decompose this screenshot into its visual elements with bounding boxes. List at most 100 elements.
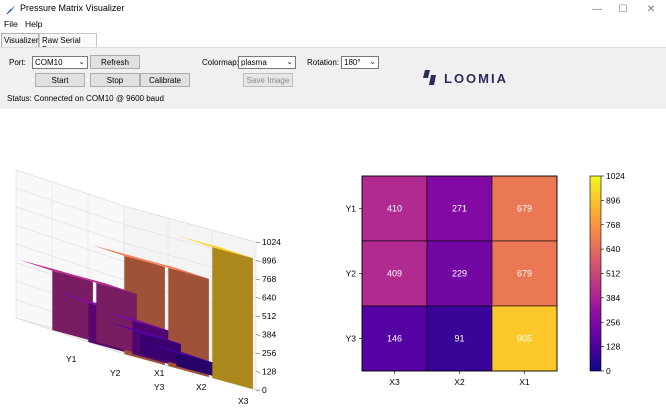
colorbar-tick-label: 640 <box>606 244 620 254</box>
bar3d-chart: 0 128 256 384 512 640 768 896 1024 X1 X2 X3 Y1 Y2 Y3 <box>15 169 281 406</box>
chevron-down-icon: ⌄ <box>369 57 376 66</box>
heatmap-y-tick-label: Y2 <box>346 269 357 279</box>
calibrate-button[interactable]: Calibrate <box>140 73 190 87</box>
bar3d-bar-side <box>176 352 217 378</box>
heatmap-cell-value: 679 <box>517 204 532 214</box>
bar3d-z-tick <box>255 297 261 299</box>
bar3d-y-tick-label: Y3 <box>154 382 165 392</box>
bar3d-z-tick-label: 384 <box>262 330 276 340</box>
heatmap-y-tick-label: Y3 <box>346 334 357 344</box>
bar3d-bar-top <box>99 309 173 332</box>
colorbar-tick-label: 896 <box>606 195 620 205</box>
plot-area: 0 128 256 384 512 640 768 896 1024 X1 X2 X3 Y1 Y2 Y3 4… <box>15 169 626 406</box>
bar3d-z-tick <box>255 352 261 355</box>
bar3d-bar-side <box>212 247 253 390</box>
chevron-down-icon: ⌄ <box>286 57 293 66</box>
bar3d-z-tick <box>255 315 261 318</box>
bar3d-z-tick <box>255 389 261 392</box>
maximize-button[interactable]: ☐ <box>618 3 628 15</box>
refresh-button[interactable]: Refresh <box>90 55 140 69</box>
colormap-label: Colormap: <box>202 58 239 67</box>
bar3d-y-tick-label: Y2 <box>110 368 121 378</box>
bar3d-z-tick <box>255 241 261 244</box>
heatmap-cell <box>491 305 558 372</box>
heatmap-x-tick-label: X3 <box>389 377 400 387</box>
minimize-button[interactable]: — <box>592 3 602 15</box>
colorbar-tick-label: 256 <box>606 317 620 327</box>
chevron-down-icon: ⌄ <box>78 57 85 66</box>
bar3d-bar-top <box>179 236 253 259</box>
start-button[interactable]: Start <box>35 73 85 87</box>
colorbar-tick-label: 768 <box>606 220 620 230</box>
heatmap-x-tick-label: X1 <box>519 377 530 387</box>
bar3d-x-tick-label: X3 <box>238 396 249 406</box>
bar3d-z-tick <box>255 334 261 336</box>
colorbar-tick-label: 0 <box>606 366 611 376</box>
port-select[interactable]: COM10 ⌄ <box>32 56 88 69</box>
heatmap-cell-value: 146 <box>387 334 402 344</box>
app-feather-icon <box>6 5 15 15</box>
bar3d-bar-top <box>107 321 181 344</box>
loomia-logo-text: LOOMIA <box>444 71 508 86</box>
rotation-value: 180° <box>344 58 361 67</box>
port-value: COM10 <box>35 58 63 67</box>
menu-file[interactable]: File <box>4 19 18 29</box>
window-title: Pressure Matrix Visualizer <box>20 3 125 13</box>
heatmap-chart: 410 271 679 409 229 679 146 91 905 Y1 Y2 Y3 X3 X2 X1 0 1… <box>346 171 626 387</box>
bar3d-z-tick-label: 128 <box>262 367 276 377</box>
heatmap-cell-value: 905 <box>517 334 532 344</box>
bar3d-z-tick <box>255 260 261 262</box>
colorbar-tick-label: 128 <box>606 342 620 352</box>
menu-help[interactable]: Help <box>25 19 43 29</box>
bar3d-bar-top <box>63 271 137 294</box>
heatmap-cell <box>361 305 428 372</box>
colorbar-tick-label: 1024 <box>606 171 625 181</box>
heatmap-cell <box>491 175 558 242</box>
rotation-select[interactable]: 180° ⌄ <box>341 56 379 69</box>
bar3d-bar-top <box>19 259 93 282</box>
colormap-value: plasma <box>241 58 267 67</box>
bar3d-z-tick-label: 1024 <box>262 237 281 247</box>
heatmap-cell-value: 410 <box>387 204 402 214</box>
bar3d-x-tick-label: X1 <box>154 368 165 378</box>
bar3d-bar-side <box>140 332 181 366</box>
heatmap-y-tick-label: Y1 <box>346 204 357 214</box>
colorbar-tick-label: 512 <box>606 269 620 279</box>
heatmap-cell <box>426 240 493 307</box>
close-button[interactable]: ✕ <box>646 3 656 15</box>
colorbar <box>589 175 602 372</box>
status-text: Connected on COM10 @ 9600 baud <box>34 94 164 103</box>
heatmap-cell-value: 229 <box>452 269 467 279</box>
bar3d-z-tick <box>255 278 261 281</box>
stop-button[interactable]: Stop <box>90 73 140 87</box>
bar3d-z-tick <box>255 371 261 373</box>
bar3d-z-tick-label: 512 <box>262 311 276 321</box>
colormap-select[interactable]: plasma ⌄ <box>238 56 296 69</box>
menu-bar: File Help <box>0 18 666 32</box>
heatmap-cell-value: 679 <box>517 269 532 279</box>
save-image-button[interactable]: Save Image <box>243 73 293 87</box>
heatmap-cell-value: 91 <box>454 334 464 344</box>
rotation-label: Rotation: <box>307 58 340 67</box>
bar3d-x-tick-label: X2 <box>196 382 207 392</box>
bar3d-bar-top <box>143 341 217 364</box>
tab-bar: Visualizer Raw Serial Data <box>0 33 666 54</box>
heatmap-cell <box>426 305 493 372</box>
tab-raw-serial-data[interactable]: Raw Serial Data <box>39 33 97 54</box>
heatmap-cell-value: 409 <box>387 269 402 279</box>
heatmap-cell <box>491 240 558 307</box>
port-label: Port: <box>9 58 26 67</box>
bar3d-z-tick-label: 640 <box>262 293 276 303</box>
bar3d-z-tick-label: 0 <box>262 385 267 395</box>
status-label: Status: <box>7 94 32 103</box>
colorbar-tick-label: 384 <box>606 293 620 303</box>
bar3d-z-tick-label: 896 <box>262 256 276 266</box>
bar3d-z-tick-label: 768 <box>262 274 276 284</box>
loomia-logo: LOOMIA <box>422 68 512 88</box>
title-bar: Pressure Matrix Visualizer — ☐ ✕ <box>0 0 666 18</box>
tab-visualizer[interactable]: Visualizer <box>1 33 39 47</box>
loomia-logo-mark <box>423 70 436 85</box>
heatmap-cell-value: 271 <box>452 204 467 214</box>
bar3d-bar-side <box>96 282 137 354</box>
heatmap-cell <box>361 175 428 242</box>
